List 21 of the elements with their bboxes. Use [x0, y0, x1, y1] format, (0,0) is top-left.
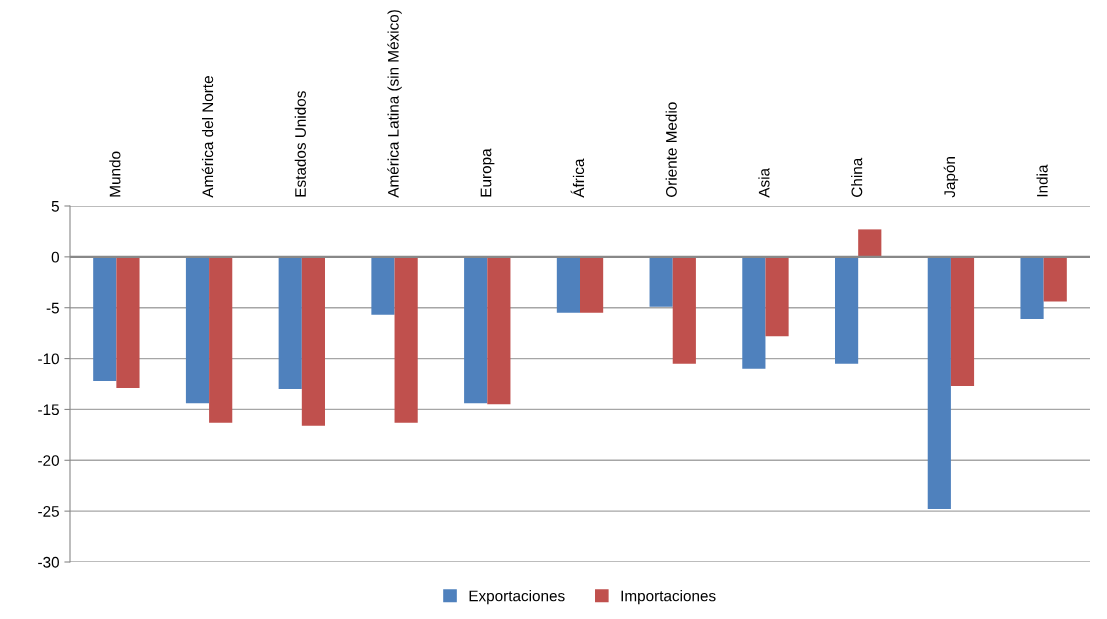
x-tick-label: India	[1036, 164, 1048, 197]
y-tick-label: -15	[38, 404, 59, 416]
y-tick-label: -30	[38, 556, 59, 568]
x-tick-label: Europa	[480, 148, 495, 197]
legend-label: Exportaciones	[469, 590, 565, 605]
x-tick-label: Oriente Medio	[665, 102, 677, 197]
x-tick-label: Japón	[943, 157, 959, 198]
legend-label: Importaciones	[621, 590, 716, 605]
x-tick-label: Estados Unidos	[294, 91, 306, 197]
y-tick-label: -10	[38, 353, 59, 365]
y-tick-label: 0	[51, 251, 59, 263]
x-tick-label: América del Norte	[201, 76, 214, 198]
y-tick-label: -5	[46, 302, 59, 314]
y-tick-label: -20	[38, 455, 59, 466]
x-tick-label: América Latina (sin México)	[387, 10, 402, 198]
x-tick-label: China	[851, 157, 863, 197]
x-tick-label: África	[570, 158, 585, 198]
y-tick-label: -25	[38, 506, 59, 517]
x-tick-label: Mundo	[109, 151, 121, 197]
x-tick-label: Asia	[758, 167, 770, 198]
y-tick-label: 5	[51, 201, 59, 212]
